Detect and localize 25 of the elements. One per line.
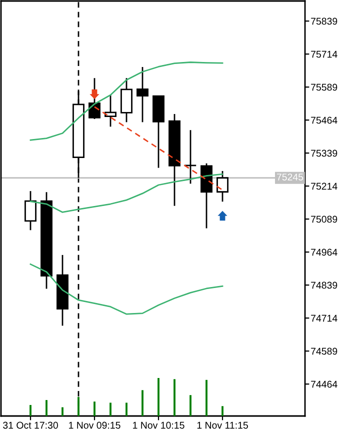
candlestick: [24, 190, 36, 231]
y-tick-label: 75839: [311, 18, 338, 25]
ref-line-label: 75245: [276, 174, 304, 180]
candlestick: [184, 129, 197, 184]
y-tick-label: 74464: [311, 380, 338, 388]
x-tick-label: 1 Nov 09:15: [69, 422, 120, 429]
candlestick: [216, 170, 228, 202]
x-tick-label: 1 Nov 11:15: [197, 422, 248, 429]
y-tick-label: 74714: [311, 314, 338, 322]
candlestick: [136, 66, 148, 123]
y-tick-label: 75464: [311, 116, 338, 124]
y-tick-label: 74839: [311, 282, 338, 289]
y-tick-label: 75339: [311, 150, 338, 157]
y-tick-label: 74589: [311, 348, 338, 355]
candlestick: [104, 94, 116, 128]
y-tick-label: 75714: [311, 50, 338, 58]
y-tick-label: 74964: [311, 248, 338, 256]
y-tick-label: 75214: [311, 182, 338, 190]
x-tick-label: 1 Nov 10:15: [133, 422, 184, 429]
candlestick: [120, 77, 132, 123]
y-tick-label: 75089: [311, 216, 338, 223]
line-series: [30, 264, 224, 315]
x-tick-label: 31 Oct 17:30: [3, 422, 58, 429]
y-tick-label: 75589: [311, 84, 338, 91]
line-series: [30, 62, 224, 141]
